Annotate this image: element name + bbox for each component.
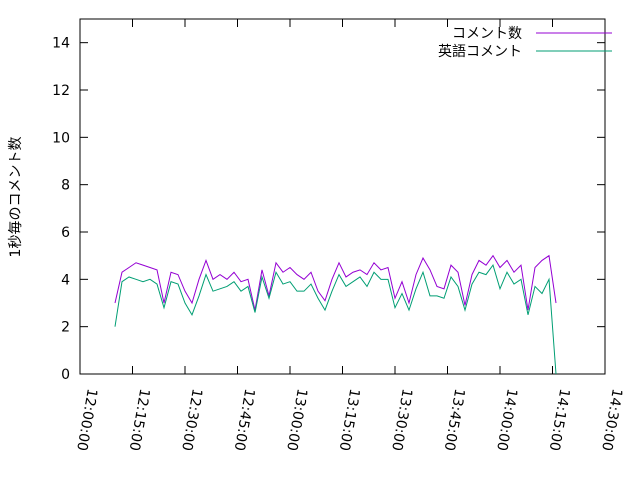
x-tick-label: 14:30:00 [598,387,625,452]
y-axis-label: 1秒毎のコメント数 [8,137,24,258]
x-tick-label: 12:15:00 [126,387,153,452]
legend-label: コメント数 [452,26,522,42]
y-tick-label: 8 [61,178,70,194]
plot-border [79,18,606,375]
x-tick-label: 14:15:00 [546,387,573,452]
series-line [114,254,557,311]
legend-label: 英語コメント [438,43,522,60]
y-tick-label: 4 [61,272,70,288]
series-line [114,264,557,375]
x-tick-label: 12:45:00 [231,387,258,452]
x-tick-label: 12:30:00 [178,387,205,452]
x-tick-label: 12:00:00 [73,387,100,452]
x-tick-label: 13:30:00 [388,387,415,452]
y-tick-label: 10 [52,130,70,146]
x-tick-label: 13:00:00 [283,387,310,452]
y-tick-label: 2 [61,320,70,336]
y-tick-label: 12 [52,83,70,99]
x-tick-label: 13:45:00 [441,387,468,452]
y-tick-label: 6 [61,225,70,241]
y-tick-label: 14 [52,36,70,52]
y-tick-label: 0 [61,367,70,383]
x-tick-label: 14:00:00 [493,387,520,452]
x-tick-label: 13:15:00 [336,387,363,452]
